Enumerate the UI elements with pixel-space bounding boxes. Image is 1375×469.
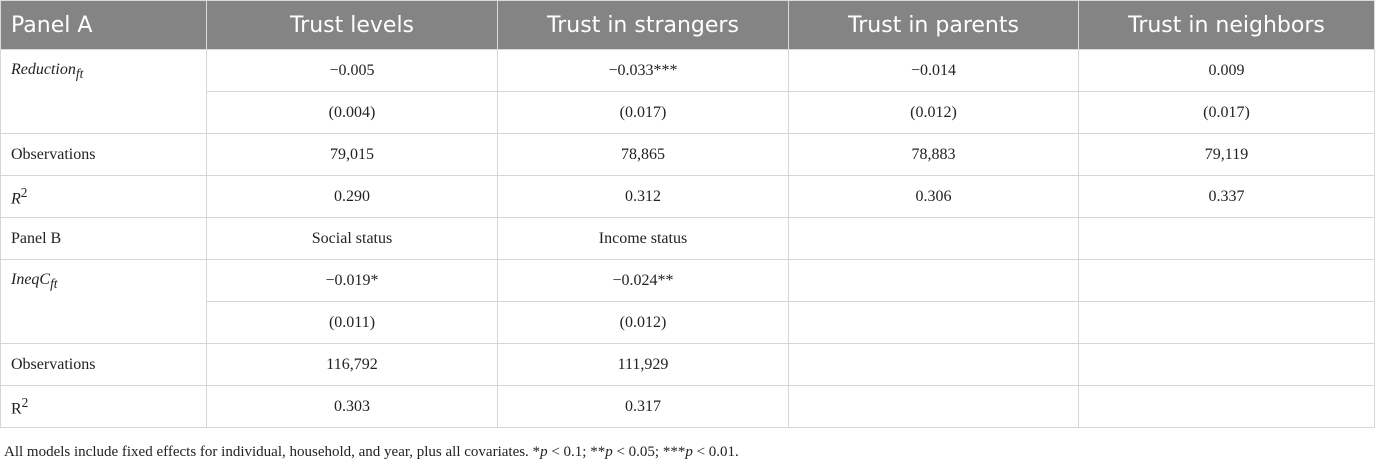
header-trust-in-strangers: Trust in strangers <box>497 0 789 50</box>
cell-coef: −0.024** <box>497 259 789 302</box>
cell-coef: 0.009 <box>1078 49 1375 92</box>
cell-se: (0.017) <box>497 91 789 134</box>
cell-empty <box>1078 217 1375 260</box>
cell-r2: 0.303 <box>206 385 498 428</box>
cell-empty <box>788 343 1079 386</box>
row-label-observations: Observations <box>0 343 207 386</box>
table-row: Panel B Social status Income status <box>0 217 1375 260</box>
cell-empty <box>788 301 1079 344</box>
row-label-r2: R2 <box>0 175 207 218</box>
table-row: Observations 116,792 111,929 <box>0 343 1375 386</box>
cell-obs: 78,883 <box>788 133 1079 176</box>
cell-obs: 78,865 <box>497 133 789 176</box>
cell-empty <box>788 217 1079 260</box>
cell-coef: −0.019* <box>206 259 498 302</box>
cell-r2: 0.317 <box>497 385 789 428</box>
table-row: (0.004) (0.017) (0.012) (0.017) <box>1 91 1375 134</box>
cell-empty <box>1078 259 1375 302</box>
header-panel-a: Panel A <box>0 0 207 50</box>
cell-r2: 0.337 <box>1078 175 1375 218</box>
cell-se: (0.012) <box>497 301 789 344</box>
cell-r2: 0.306 <box>788 175 1079 218</box>
table-footnote: All models include fixed effects for ind… <box>4 444 739 460</box>
cell-obs: 79,015 <box>206 133 498 176</box>
row-label-ineqc: IneqCft <box>0 259 207 344</box>
cell-coef: −0.033*** <box>497 49 789 92</box>
cell-r2: 0.290 <box>206 175 498 218</box>
table-row: (0.011) (0.012) <box>1 301 1375 344</box>
cell-empty <box>788 259 1079 302</box>
header-trust-levels: Trust levels <box>206 0 498 50</box>
table-row: R2 0.303 0.317 <box>0 385 1375 428</box>
cell-se: (0.011) <box>206 301 498 344</box>
row-label-panel-b: Panel B <box>0 217 207 260</box>
row-label-r2: R2 <box>0 385 207 428</box>
table-row: Observations 79,015 78,865 78,883 79,119 <box>0 133 1375 176</box>
cell-empty <box>1078 385 1375 428</box>
cell-coef: −0.014 <box>788 49 1079 92</box>
cell-r2: 0.312 <box>497 175 789 218</box>
cell-empty <box>788 385 1079 428</box>
cell-empty <box>1078 343 1375 386</box>
cell-income-status: Income status <box>497 217 789 260</box>
cell-se: (0.012) <box>788 91 1079 134</box>
cell-coef: −0.005 <box>206 49 498 92</box>
header-trust-in-neighbors: Trust in neighbors <box>1078 0 1375 50</box>
header-trust-in-parents: Trust in parents <box>788 0 1079 50</box>
cell-obs: 116,792 <box>206 343 498 386</box>
cell-obs: 79,119 <box>1078 133 1375 176</box>
table-row: R2 0.290 0.312 0.306 0.337 <box>0 175 1375 218</box>
row-label-observations: Observations <box>0 133 207 176</box>
cell-empty <box>1078 301 1375 344</box>
cell-se: (0.017) <box>1078 91 1375 134</box>
cell-se: (0.004) <box>206 91 498 134</box>
row-label-reduction: Reductionft <box>0 49 207 134</box>
results-table: Panel A Trust levels Trust in strangers … <box>0 0 1375 428</box>
cell-obs: 111,929 <box>497 343 789 386</box>
cell-social-status: Social status <box>206 217 498 260</box>
table-row: IneqCft −0.019* −0.024** <box>0 259 1375 344</box>
table-row: Reductionft −0.005 −0.033*** −0.014 0.00… <box>0 49 1375 134</box>
header-row: Panel A Trust levels Trust in strangers … <box>0 0 1375 50</box>
